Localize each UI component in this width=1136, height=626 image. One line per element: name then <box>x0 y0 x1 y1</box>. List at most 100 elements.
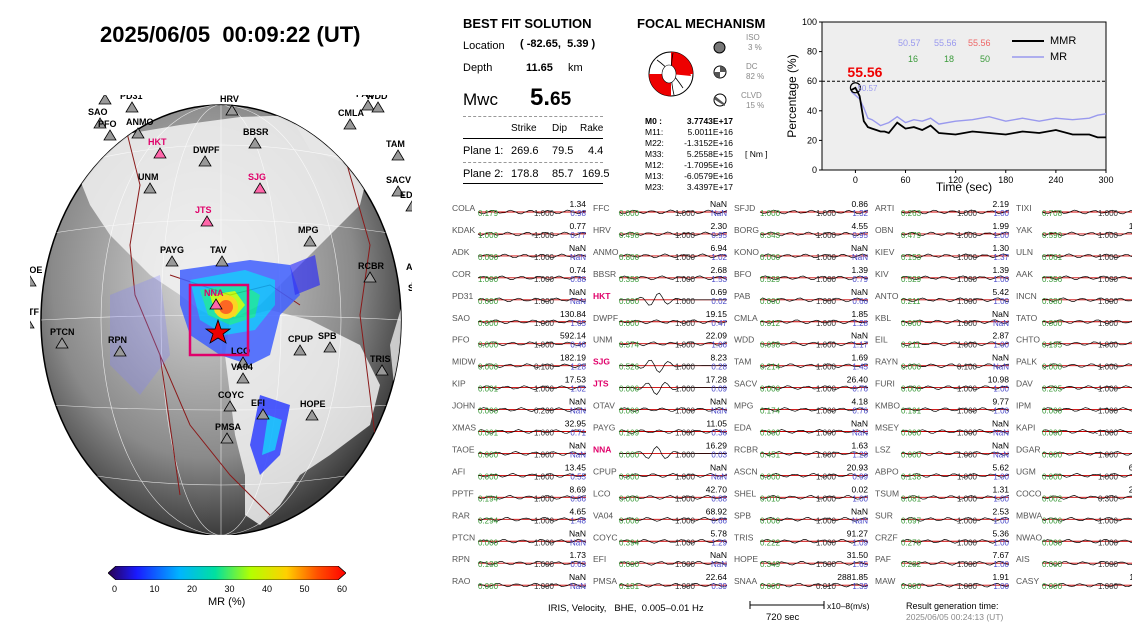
depth-unit: km <box>568 62 583 74</box>
station-label: TAV <box>210 245 227 255</box>
station-triangle-icon <box>225 104 239 116</box>
waveform-observed <box>618 582 728 588</box>
waveform-stat-blue: 0.98 <box>570 209 586 218</box>
event-datetime: 2025/06/05 00:09:22 (UT) <box>100 22 361 47</box>
waveform-stat-weight: 1.000 <box>816 516 837 525</box>
series-mmr-line <box>850 86 1106 139</box>
waveform-stat-blue: NaN <box>570 253 586 262</box>
waveform-station: AAK <box>1016 269 1033 279</box>
waveform-stat-green: 0.211 <box>901 297 921 306</box>
waveform-max: NaN <box>851 506 868 516</box>
waveform-observed <box>759 582 869 588</box>
waveform-station: SUR <box>875 510 893 520</box>
waveform-max: 17.28 <box>706 375 728 385</box>
beachball-icon <box>648 51 694 97</box>
waveform-station: UNM <box>593 335 612 345</box>
waveform-stat-weight: 1.000 <box>1098 538 1119 547</box>
waveform-stat-green: 0.000 <box>760 253 781 262</box>
mr-colorbar <box>107 565 347 581</box>
waveform-observed <box>1041 319 1132 324</box>
waveform-stat-blue: NaN <box>993 319 1009 328</box>
waveform-stat-weight: 1.000 <box>534 538 555 547</box>
waveform-max: NaN <box>569 528 586 538</box>
waveform-observed <box>1041 517 1132 522</box>
waveform-stat-green: 0.010 <box>760 494 781 503</box>
waveform-stat-green: 0.002 <box>1042 494 1063 503</box>
waveform-stat-weight: 1.000 <box>1098 385 1119 394</box>
waveform-max: 592.14 <box>560 331 586 341</box>
waveform-station: KIP <box>452 379 466 389</box>
waveform-stat-green: 0.000 <box>478 341 499 350</box>
station-triangle-icon <box>30 320 35 329</box>
waveform-stat-green: 0.000 <box>760 297 781 306</box>
waveform-observed <box>759 539 869 544</box>
waveform-stat-blue: NaN <box>570 297 586 306</box>
waveform-stat-blue: 0.46 <box>570 341 586 350</box>
waveform-station: DAV <box>1016 379 1033 389</box>
waveform-stat-weight: 1.000 <box>534 472 555 481</box>
waveform-stat-green: 0.001 <box>478 385 499 394</box>
waveform-stat-weight: 1.000 <box>816 319 837 328</box>
waveform-station: AFI <box>452 466 465 476</box>
station-triangle-icon <box>103 129 117 141</box>
waveform-stat-green: 0.000 <box>478 472 499 481</box>
waveform-station: OTAV <box>593 401 615 411</box>
waveform-station: KDAK <box>452 225 475 235</box>
waveform-max: 0.02 <box>851 484 868 494</box>
station-label: SPB <box>318 331 337 341</box>
waveform-stat-green: 0.000 <box>760 582 781 591</box>
waveform-stat-blue: 1.17 <box>852 341 868 350</box>
x-tick-label: 0 <box>853 175 858 185</box>
waveform-stat-green: 0.000 <box>478 363 499 372</box>
waveform-observed <box>477 429 587 434</box>
waveform-stat-green: 0.451 <box>760 450 781 459</box>
iso-icon <box>713 41 726 54</box>
waveform-max: NaN <box>710 397 727 407</box>
waveform-observed <box>900 582 1010 588</box>
waveform-stat-weight: 1.000 <box>675 582 696 591</box>
waveform-observed <box>477 275 587 281</box>
station-triangle-icon <box>248 137 262 149</box>
waveform-stat-green: 0.294 <box>478 516 499 525</box>
waveform-observed <box>1041 275 1132 280</box>
waveform-stat-green: 0.000 <box>901 582 922 591</box>
waveform-observed <box>759 319 869 325</box>
waveform-max: 11.23 <box>1129 572 1132 582</box>
waveform-max: 2.53 <box>992 506 1009 516</box>
station-triangle-icon <box>371 101 385 113</box>
scale-units: x10–8(m/s) <box>827 601 870 611</box>
waveform-station: SPB <box>734 510 751 520</box>
waveform-stat-blue: 0.03 <box>711 450 727 459</box>
station-label: PAYG <box>160 245 184 255</box>
hdr-dip: Dip <box>552 123 568 134</box>
waveform-stat-weight: 1.000 <box>816 494 837 503</box>
waveform-stat-green: 0.000 <box>901 429 922 438</box>
waveform-observed <box>477 385 587 390</box>
waveform-stat-green: 0.191 <box>901 407 922 416</box>
waveform-observed <box>477 495 587 500</box>
waveform-max: 1.39 <box>851 265 868 275</box>
station-triangle-icon <box>343 118 357 130</box>
waveform-observed <box>618 539 728 544</box>
globe-map: COLAKDAKADKSFJDBORGKONOFFCBFOPABWDDCORPD… <box>30 95 412 535</box>
waveform-max: 20.93 <box>847 462 869 472</box>
waveform-stat-weight: 1.000 <box>534 429 555 438</box>
waveform-station: TATO <box>1016 313 1038 323</box>
waveform-stat-weight: 1.000 <box>534 275 555 284</box>
station-label: JTS <box>195 205 212 215</box>
waveform-stat-weight: 1.000 <box>816 253 837 262</box>
station-triangle-icon <box>198 155 212 167</box>
waveform-stat-blue: 1.09 <box>852 538 868 547</box>
y-tick-label: 0 <box>812 165 817 175</box>
waveform-stat-weight: 1.000 <box>957 516 978 525</box>
waveform-max: 1.85 <box>851 309 868 319</box>
waveform-stat-blue: 0.86 <box>570 494 586 503</box>
plane1-strike: 269.6 <box>511 145 539 157</box>
waveform-stat-weight: 0.300 <box>1098 494 1119 503</box>
moment-key: M33: <box>645 149 664 159</box>
waveform-station: RAYN <box>875 357 898 367</box>
waveform-observed <box>759 231 869 237</box>
waveform-stat-blue: NaN <box>711 560 727 569</box>
waveform-stat-green: 1.000 <box>478 275 499 284</box>
waveform-observed <box>477 319 587 325</box>
